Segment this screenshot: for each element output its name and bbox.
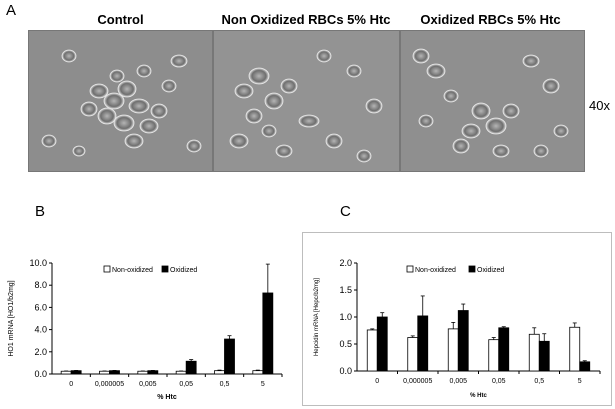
chart-c-y-axis-label: Hepcidin mRNA [Hepc/b2mg] — [314, 278, 320, 356]
chart-c-legend-swatch-non-oxidized — [406, 265, 414, 273]
panel-a-letter: A — [6, 2, 17, 19]
chart-c-bar-oxidized — [579, 361, 591, 372]
control-micrograph-cells — [29, 31, 212, 171]
oxidized-image-title: Oxidized RBCs 5% Htc — [420, 12, 561, 27]
chart-c-category-label: 0,000005 — [403, 378, 432, 385]
panel-b-letter: B — [35, 203, 46, 220]
chart-b-legend-label: Non-oxidized — [112, 267, 153, 274]
chart-c-bar-non-oxidized — [366, 329, 378, 372]
chart-c-legend-label: Non-oxidized — [415, 267, 456, 274]
chart-c-category-label: 0,5 — [534, 378, 544, 385]
chart-b-y-tick-label: 4.0 — [34, 325, 47, 335]
chart-b-y-tick-label: 10.0 — [29, 258, 47, 268]
chart-b-category-label: 0 — [69, 381, 73, 388]
chart-c-bar-oxidized — [498, 327, 510, 372]
chart-c-bar-oxidized — [457, 310, 469, 372]
chart-c-bar-oxidized — [417, 315, 429, 372]
chart-c-y-tick-label: 1.5 — [339, 285, 352, 295]
chart-c-x-axis-label: % Htc — [470, 393, 487, 399]
chart-b-legend-swatch-non-oxidized — [103, 265, 111, 273]
chart-c-bar-non-oxidized — [447, 328, 459, 372]
chart-c-bar-non-oxidized — [528, 333, 540, 372]
chart-b-legend-swatch-oxidized — [161, 265, 169, 273]
chart-c-legend-label: Oxidized — [477, 267, 504, 274]
oxidized-micrograph — [400, 30, 585, 172]
non-oxidized-micrograph-cells — [214, 31, 399, 171]
chart-b-y-tick-label: 0.0 — [34, 369, 47, 379]
chart-b-category-label: 5 — [261, 381, 265, 388]
chart-c-y-tick-label: 0.0 — [339, 366, 352, 376]
chart-b-y-tick-label: 6.0 — [34, 302, 47, 312]
chart-b-category-label: 0,05 — [179, 381, 193, 388]
chart-c-bar-non-oxidized — [407, 337, 419, 372]
chart-b-y-axis-label: HO1 mRNA [HO1/b2mg] — [8, 280, 15, 356]
chart-b-category-label: 0,005 — [139, 381, 157, 388]
chart-c-category-label: 0,005 — [449, 378, 467, 385]
oxidized-micrograph-cells — [401, 31, 584, 171]
chart-c-y-tick-label: 2.0 — [339, 258, 352, 268]
chart-c-y-tick-label: 0.5 — [339, 339, 352, 349]
chart-c-frame — [302, 232, 612, 406]
chart-c-category-label: 5 — [578, 378, 582, 385]
chart-b-y-tick-label: 2.0 — [34, 347, 47, 357]
chart-b-category-label: 0,000005 — [95, 381, 124, 388]
chart-c-legend-swatch-oxidized — [468, 265, 476, 273]
chart-b-legend-label: Oxidized — [170, 267, 197, 274]
magnification-label: 40x — [589, 98, 610, 113]
chart-c-bar-oxidized — [376, 316, 388, 372]
chart-c-bar-non-oxidized — [488, 339, 500, 372]
panel-c-letter: C — [340, 203, 351, 220]
non-oxidized-image-title: Non Oxidized RBCs 5% Htc — [221, 12, 391, 27]
chart-b-x-axis-label: % Htc — [157, 394, 177, 401]
control-micrograph — [28, 30, 213, 172]
chart-c-category-label: 0 — [375, 378, 379, 385]
chart-c-category-label: 0,05 — [492, 378, 506, 385]
chart-b-y-tick-label: 8.0 — [34, 280, 47, 290]
chart-b-category-label: 0,5 — [220, 381, 230, 388]
chart-c-bar-non-oxidized — [569, 326, 581, 372]
non-oxidized-micrograph — [213, 30, 400, 172]
chart-c-bar-oxidized — [538, 340, 550, 372]
chart-c-y-tick-label: 1.0 — [339, 312, 352, 322]
control-image-title: Control — [97, 12, 144, 27]
